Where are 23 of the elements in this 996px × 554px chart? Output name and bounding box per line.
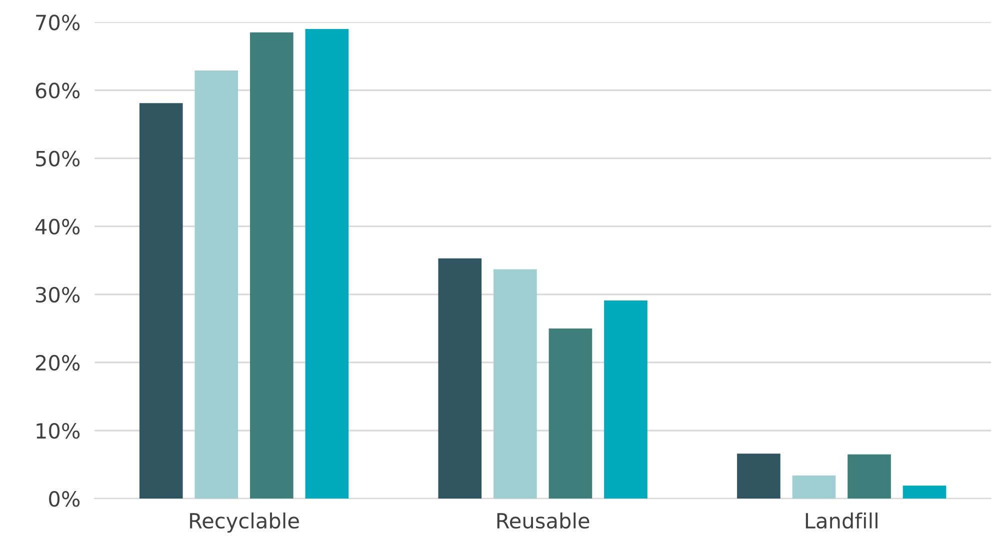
bar: [494, 269, 537, 499]
bar: [139, 103, 183, 499]
bar: [737, 454, 780, 499]
bar: [194, 70, 238, 499]
bar: [902, 486, 946, 499]
bar: [792, 475, 836, 499]
y-tick-label: 0%: [49, 491, 80, 507]
x-tick-label: Recyclable: [190, 512, 299, 533]
y-tick-label: 10%: [36, 422, 80, 439]
y-tick-label: 50%: [36, 150, 80, 166]
y-tick-label: 40%: [35, 218, 80, 235]
bar: [305, 28, 349, 499]
bar: [604, 300, 648, 499]
y-tick-label: 70%: [36, 14, 80, 30]
y-tick-label: 30%: [36, 286, 80, 303]
x-tick-label: Reusable: [497, 512, 590, 529]
x-tick-label: Landfill: [806, 512, 878, 529]
bar: [548, 328, 592, 499]
bar: [848, 454, 891, 499]
bar: [250, 32, 294, 499]
y-tick-label: 20%: [36, 354, 80, 371]
y-tick-label: 60%: [36, 82, 80, 98]
bar: [438, 258, 482, 499]
